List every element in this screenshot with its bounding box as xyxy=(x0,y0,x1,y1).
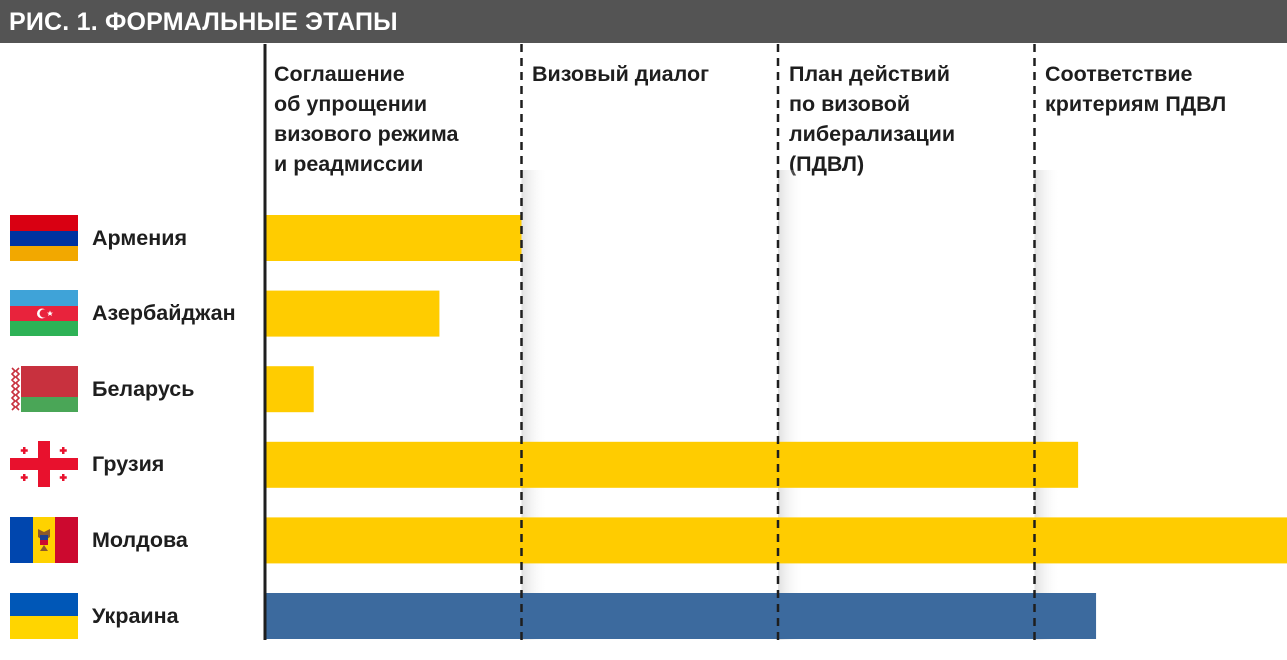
bar-3 xyxy=(265,366,314,413)
ukraine-flag xyxy=(10,593,78,639)
bar-1 xyxy=(265,215,522,261)
bar-2 xyxy=(265,290,440,337)
country-label: Украина xyxy=(92,604,179,628)
country-label: Армения xyxy=(92,226,187,250)
chart-title: РИС. 1. ФОРМАЛЬНЫЕ ЭТАПЫ xyxy=(9,8,398,36)
azerbaijan-flag xyxy=(10,290,78,336)
moldova-flag xyxy=(10,517,78,563)
country-label: Молдова xyxy=(92,528,188,552)
stage-label-3: План действий по визовой либерализации (… xyxy=(789,62,956,176)
georgia-flag xyxy=(10,441,78,487)
stage-label-4: Соответствие критериям ПДВЛ xyxy=(1045,62,1227,116)
bar-4 xyxy=(265,441,1079,488)
armenia-flag xyxy=(10,215,78,261)
separator-shadow xyxy=(521,170,548,640)
separator-shadow xyxy=(1034,170,1061,640)
country-label: Грузия xyxy=(92,452,165,476)
separator-shadow xyxy=(778,170,804,640)
belarus-flag xyxy=(10,366,78,412)
title-bar: РИС. 1. ФОРМАЛЬНЫЕ ЭТАПЫ xyxy=(0,0,1287,43)
stage-label-2: Визовый диалог xyxy=(532,62,710,86)
country-label: Азербайджан xyxy=(92,301,236,325)
stage-label-1: Соглашение об упрощении визового режима … xyxy=(274,62,459,176)
bar-6 xyxy=(265,593,1097,639)
country-label: Беларусь xyxy=(92,377,195,401)
bar-5 xyxy=(265,517,1287,564)
